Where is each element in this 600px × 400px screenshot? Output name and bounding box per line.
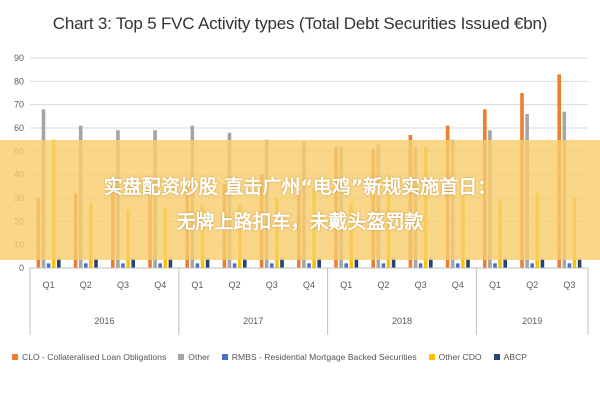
bar: [232, 263, 237, 268]
legend-swatch: [178, 354, 185, 360]
legend-swatch: [428, 354, 435, 360]
x-group-label: 2018: [392, 316, 412, 326]
chart-legend: CLO - Collateralised Loan Obligations Oth…: [12, 352, 592, 362]
x-tick-label: Q1: [191, 280, 203, 290]
bar: [456, 263, 460, 268]
bar: [94, 258, 98, 268]
legend-label: RMBS - Residential Mortgage Backed Secur…: [231, 352, 417, 362]
bar: [493, 263, 497, 268]
overlay-banner: [0, 140, 600, 260]
legend-item: ABCP: [493, 352, 528, 362]
bar: [57, 258, 61, 268]
bar: [391, 258, 396, 268]
x-tick-label: Q1: [43, 280, 55, 290]
bar: [567, 263, 572, 268]
legend-item: RMBS - Residential Mortgage Backed Secur…: [221, 352, 417, 362]
legend-label: CLO - Collateralised Loan Obligations: [22, 352, 167, 362]
y-tick-label: 70: [14, 100, 24, 110]
x-tick-label: Q4: [154, 280, 166, 290]
bar: [195, 263, 200, 268]
x-tick-label: Q2: [80, 280, 92, 290]
x-tick-label: Q3: [266, 280, 278, 290]
bar: [381, 263, 386, 268]
bar: [540, 258, 545, 268]
x-group-label: 2019: [522, 316, 542, 326]
legend-swatch: [12, 354, 18, 360]
legend-label: Other: [188, 352, 210, 362]
x-tick-label: Q3: [563, 280, 575, 290]
bar: [131, 258, 135, 268]
bar: [503, 258, 507, 268]
bar: [307, 263, 311, 268]
bar: [354, 258, 359, 268]
x-group-label: 2017: [243, 316, 263, 326]
bar: [429, 258, 433, 268]
x-tick-label: Q3: [117, 280, 129, 290]
bar: [530, 263, 534, 268]
bar: [158, 263, 162, 268]
bar: [168, 258, 173, 268]
bar: [577, 258, 582, 268]
legend-label: Other CDO: [438, 352, 482, 362]
legend-swatch: [221, 354, 228, 360]
bar: [418, 263, 423, 268]
bar: [121, 263, 125, 268]
bar: [243, 258, 247, 268]
legend-label: ABCP: [503, 352, 528, 362]
bar: [344, 263, 348, 268]
x-tick-label: Q1: [340, 280, 352, 290]
bar: [205, 258, 210, 268]
legend-item: Other CDO: [428, 352, 482, 362]
bar: [46, 263, 51, 268]
x-tick-label: Q2: [229, 280, 241, 290]
x-tick-label: Q2: [377, 280, 389, 290]
bar: [270, 263, 274, 268]
y-tick-label: 90: [14, 53, 24, 63]
x-tick-label: Q4: [452, 280, 464, 290]
overlay-headline-line2: 无牌上路扣车，未戴头盔罚款: [176, 211, 424, 233]
overlay-headline-line1: 实盘配资炒股 直击广州“电鸡”新规实施首日：: [103, 176, 497, 198]
x-tick-label: Q3: [415, 280, 427, 290]
legend-item: CLO - Collateralised Loan Obligations: [12, 352, 166, 362]
bar: [466, 258, 470, 268]
legend-item: Other: [178, 352, 210, 362]
legend-swatch: [493, 354, 500, 360]
x-tick-label: Q4: [303, 280, 315, 290]
chart-title: Chart 3: Top 5 FVC Activity types (Total…: [52, 14, 548, 33]
bar: [317, 258, 321, 268]
bar: [280, 258, 284, 268]
y-tick-label: 80: [14, 76, 24, 86]
x-tick-label: Q1: [489, 280, 501, 290]
x-tick-label: Q2: [526, 280, 538, 290]
x-group-label: 2016: [94, 316, 114, 326]
y-tick-label: 60: [14, 123, 24, 133]
y-tick-label: 0: [19, 263, 24, 273]
bar: [84, 263, 88, 268]
